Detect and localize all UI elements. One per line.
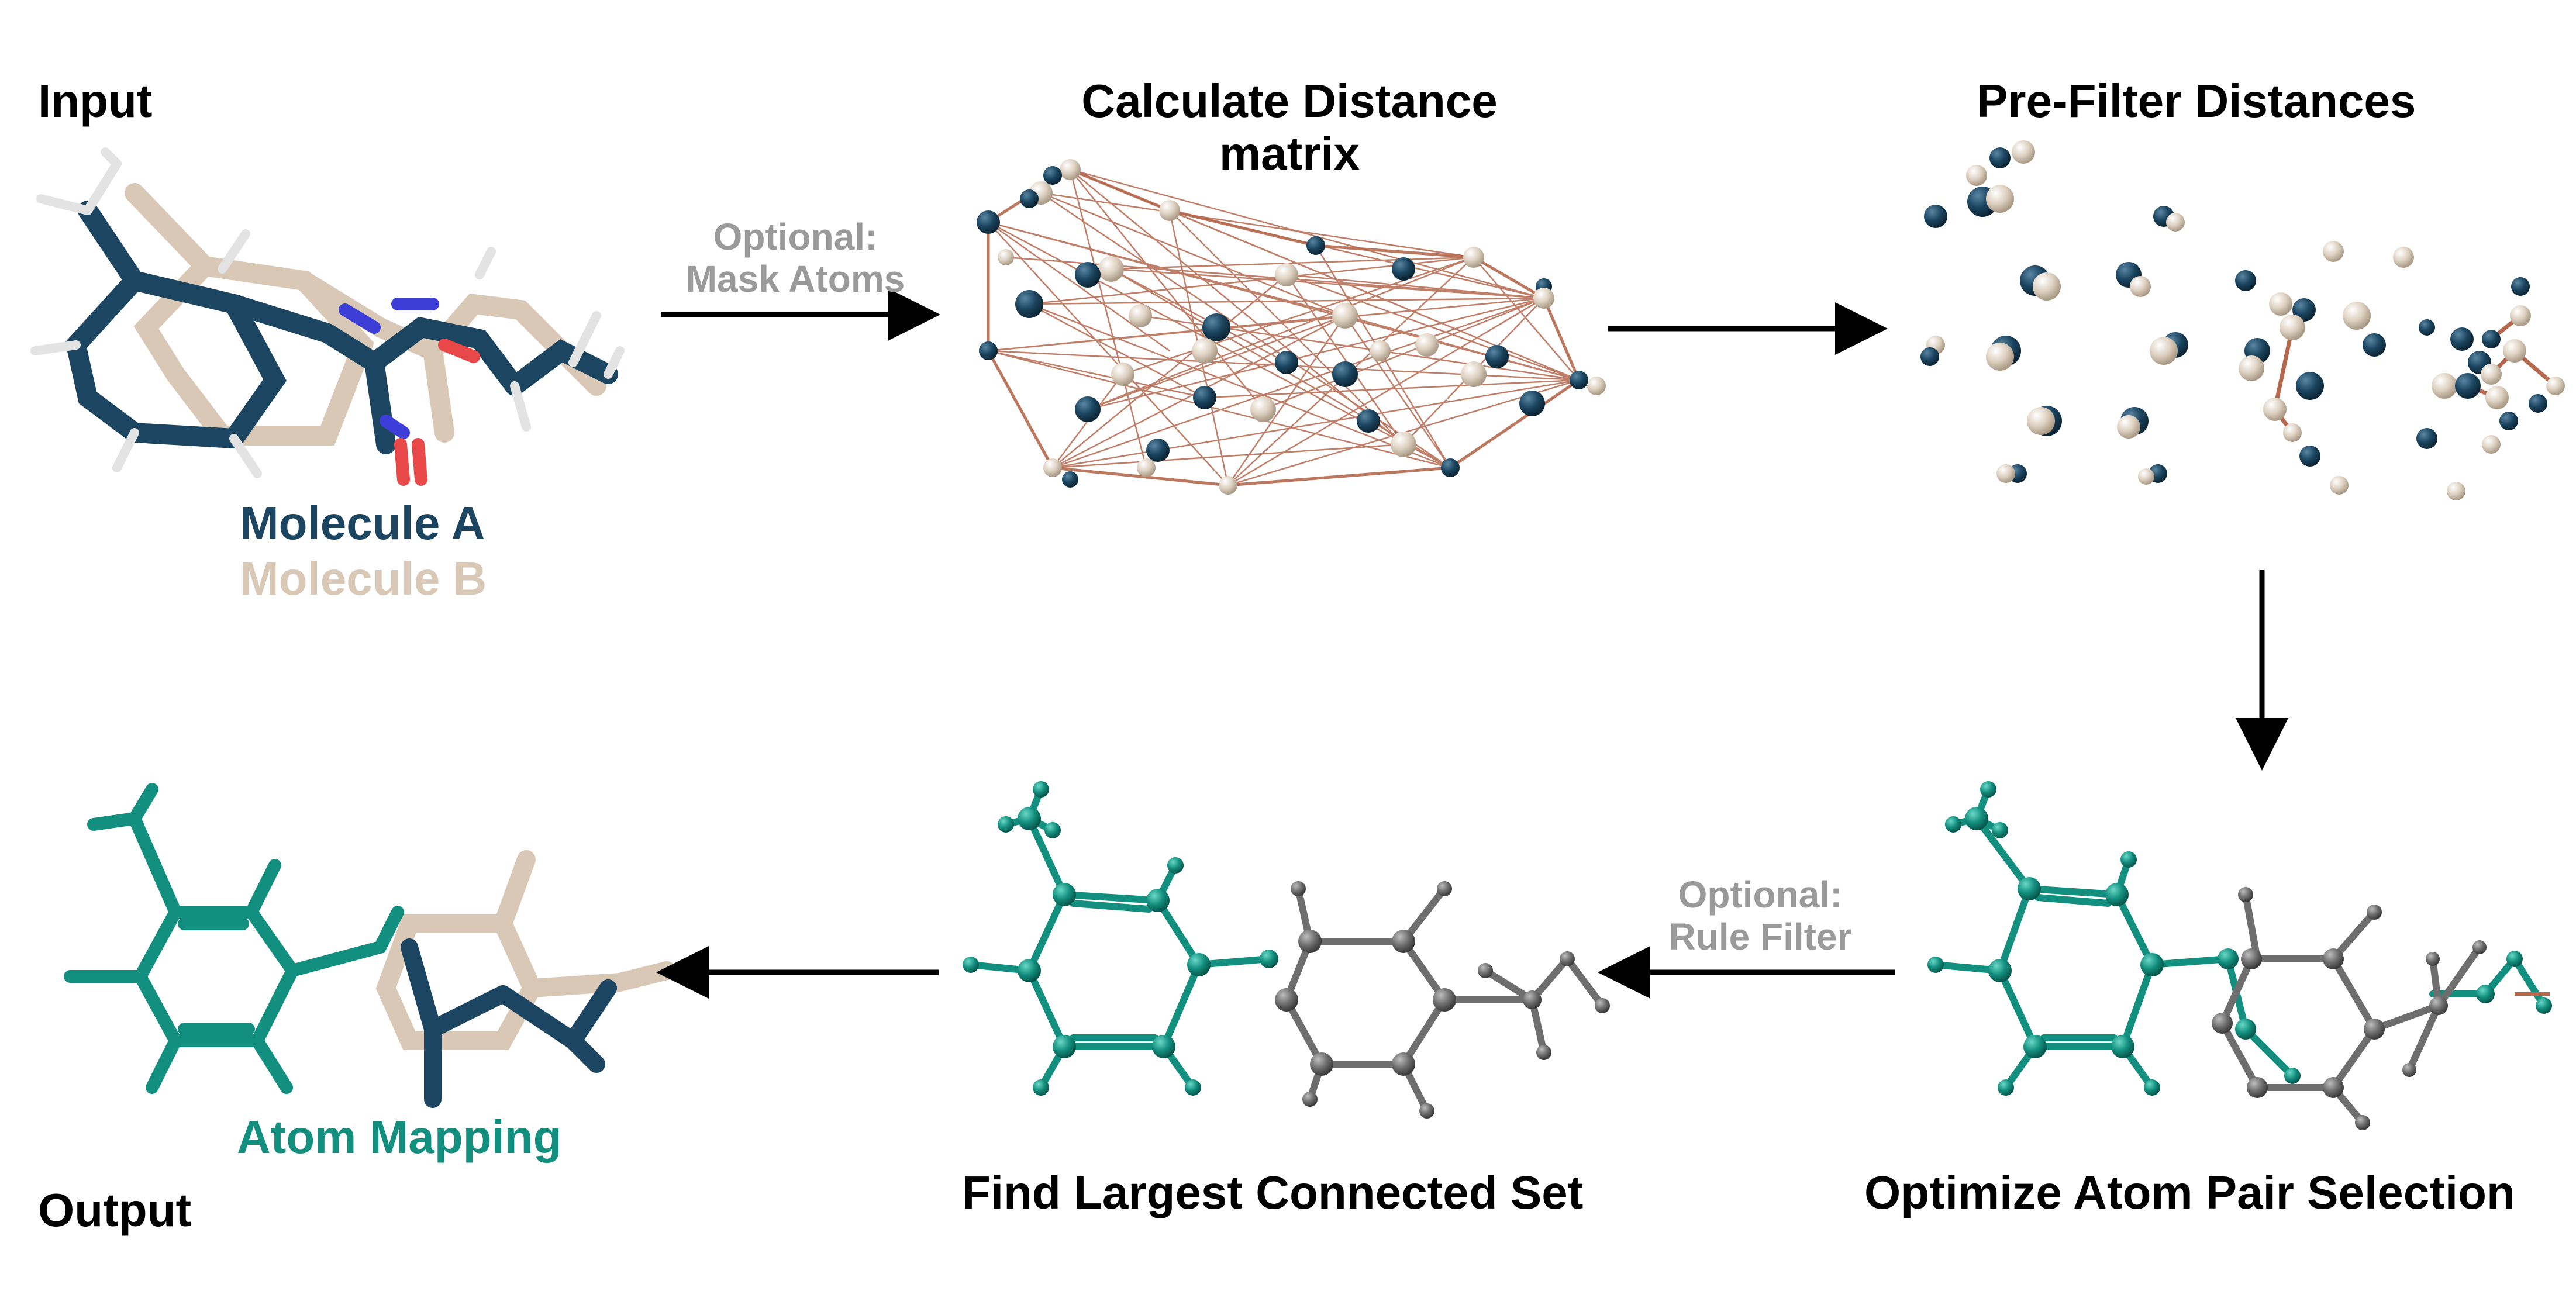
optional-mask-atoms-label: Optional: Mask Atoms [667,216,924,300]
input-label: Input [38,75,153,127]
find-largest-connected-set-title: Find Largest Connected Set [962,1166,1584,1218]
optional-mask-line1: Optional: [713,216,878,258]
optimize-selection-molecule [1927,781,2552,1130]
calc-distance-title-line2: matrix [1219,127,1360,180]
distance-matrix-graph [977,159,1606,495]
molecule-b-label: Molecule B [240,553,487,605]
optional-rule-line1: Optional: [1678,874,1843,916]
atom-mapping-label: Atom Mapping [237,1111,562,1163]
optimize-atom-pair-selection-title: Optimize Atom Pair Selection [1864,1166,2515,1218]
molecule-a-label: Molecule A [240,497,485,549]
optional-mask-line2: Mask Atoms [685,257,905,300]
output-label: Output [38,1184,192,1236]
output-atom-mapping-molecule [64,783,676,1108]
input-molecule-overlay [30,147,625,486]
calc-distance-title: Calculate Distance matrix [1041,75,1538,180]
prefilter-title: Pre-Filter Distances [1977,75,2416,127]
optional-rule-filter-label: Optional: Rule Filter [1637,874,1883,958]
distance-matrix-atoms [977,159,1606,495]
calc-distance-title-line1: Calculate Distance [1081,75,1498,127]
prefiltered-atoms [1920,140,2565,500]
flow-arrows [656,288,2288,999]
optional-rule-line2: Rule Filter [1668,915,1852,958]
largest-connected-set-molecule [963,781,1610,1119]
